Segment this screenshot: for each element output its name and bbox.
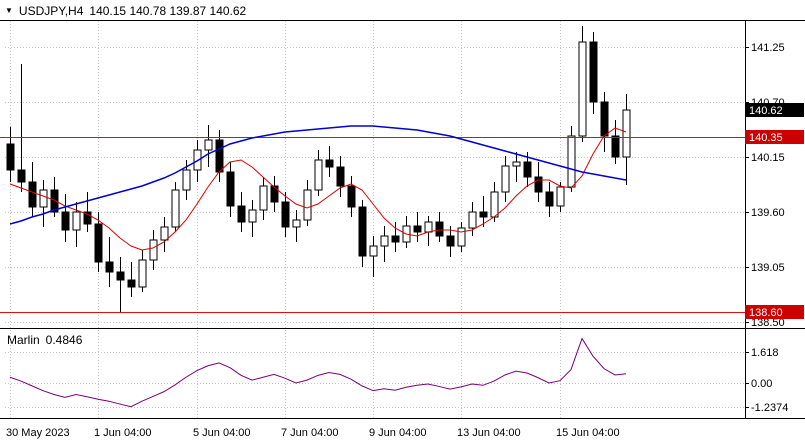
candle — [248, 200, 257, 237]
time-axis-label: 13 Jun 04:00 — [457, 427, 521, 439]
candle — [226, 162, 235, 217]
candle — [556, 182, 565, 212]
grid-layer — [5, 21, 745, 418]
svg-text:138.60: 138.60 — [749, 307, 783, 319]
candle — [204, 125, 213, 167]
candle — [259, 177, 268, 220]
price-axis-label: 141.25 — [751, 42, 785, 54]
candle — [611, 120, 620, 164]
price-axis-label: 139.60 — [751, 207, 785, 219]
candle — [545, 182, 554, 217]
candle — [501, 156, 510, 202]
time-axis-label: 15 Jun 04:00 — [556, 427, 620, 439]
candle — [28, 162, 37, 217]
candle — [237, 192, 246, 232]
candle — [72, 202, 81, 247]
symbol-marker-icon: ▼ — [5, 5, 13, 15]
candle — [116, 257, 125, 312]
candle — [534, 162, 543, 202]
candle — [600, 92, 609, 152]
candle — [303, 180, 312, 226]
candle — [94, 212, 103, 272]
indicator-label: Marlin 0.4846 — [7, 333, 82, 347]
candle — [105, 237, 114, 287]
candle — [39, 180, 48, 227]
candle — [281, 192, 290, 237]
candle — [17, 64, 26, 192]
candle — [61, 194, 70, 242]
candle — [413, 212, 422, 242]
candle — [6, 127, 15, 182]
indicator-axis-label: 0.00 — [751, 378, 772, 390]
time-axis[interactable]: 30 May 2023 1 Jun 04:00 5 Jun 04:00 7 Jun 0… — [6, 427, 620, 439]
candle — [358, 200, 367, 267]
candle — [457, 222, 466, 252]
candle — [479, 196, 488, 227]
indicator-value: 0.4846 — [45, 333, 83, 347]
time-axis-label: 1 Jun 04:00 — [94, 427, 152, 439]
price-axis-label: 138.50 — [751, 317, 785, 329]
indicator-name: Marlin — [7, 333, 40, 347]
candle — [512, 152, 521, 182]
symbol-title: USDJPY,H4 — [18, 3, 84, 18]
candle — [347, 176, 356, 217]
candle — [325, 146, 334, 177]
level-price-badge: 138.60 — [745, 305, 804, 319]
svg-text:140.35: 140.35 — [749, 132, 783, 144]
price-axis-label: 139.05 — [751, 262, 785, 274]
candle — [468, 202, 477, 236]
chart-header: ▼ USDJPY,H4 140.15 140.78 139.87 140.62 — [5, 3, 246, 18]
candle — [270, 176, 279, 212]
svg-text:140.62: 140.62 — [749, 105, 783, 117]
candle — [369, 236, 378, 277]
candle — [380, 226, 389, 262]
candle — [622, 94, 631, 185]
candle — [138, 250, 147, 292]
time-axis-label: 9 Jun 04:00 — [369, 427, 427, 439]
time-axis-label: 5 Jun 04:00 — [193, 427, 251, 439]
candle — [567, 126, 576, 192]
time-axis-label: 7 Jun 04:00 — [281, 427, 339, 439]
candle — [149, 230, 158, 270]
candle — [391, 222, 400, 252]
price-badge-layer: 140.35 138.60 140.62 — [745, 103, 804, 319]
price-axis[interactable]: 141.25140.70140.15139.60139.05138.501.61… — [745, 42, 788, 414]
frame-layer — [0, 20, 805, 419]
last-price-badge: 140.62 — [745, 103, 804, 117]
candles-layer — [6, 26, 631, 312]
time-axis-label: 30 May 2023 — [6, 427, 70, 439]
candle — [589, 32, 598, 114]
level-price-badge: 140.35 — [745, 130, 804, 144]
ma-slow-line — [9, 125, 627, 225]
hline-layer — [0, 137, 745, 313]
candle — [435, 212, 444, 242]
candle — [160, 217, 169, 252]
indicator-axis-label: -1.2374 — [751, 402, 788, 414]
candle — [446, 226, 455, 257]
candle — [578, 26, 587, 142]
indicator-axis-label: 1.618 — [751, 347, 779, 359]
ohlc-readout: 140.15 140.78 139.87 140.62 — [89, 3, 247, 18]
candle — [292, 210, 301, 242]
candle — [336, 156, 345, 197]
candle — [314, 150, 323, 196]
ma-fast-line — [9, 127, 627, 251]
candle — [127, 262, 136, 297]
candle — [83, 192, 92, 232]
price-axis-label: 140.15 — [751, 152, 785, 164]
candle — [171, 182, 180, 232]
indicator-line — [9, 337, 627, 408]
candle — [402, 216, 411, 248]
